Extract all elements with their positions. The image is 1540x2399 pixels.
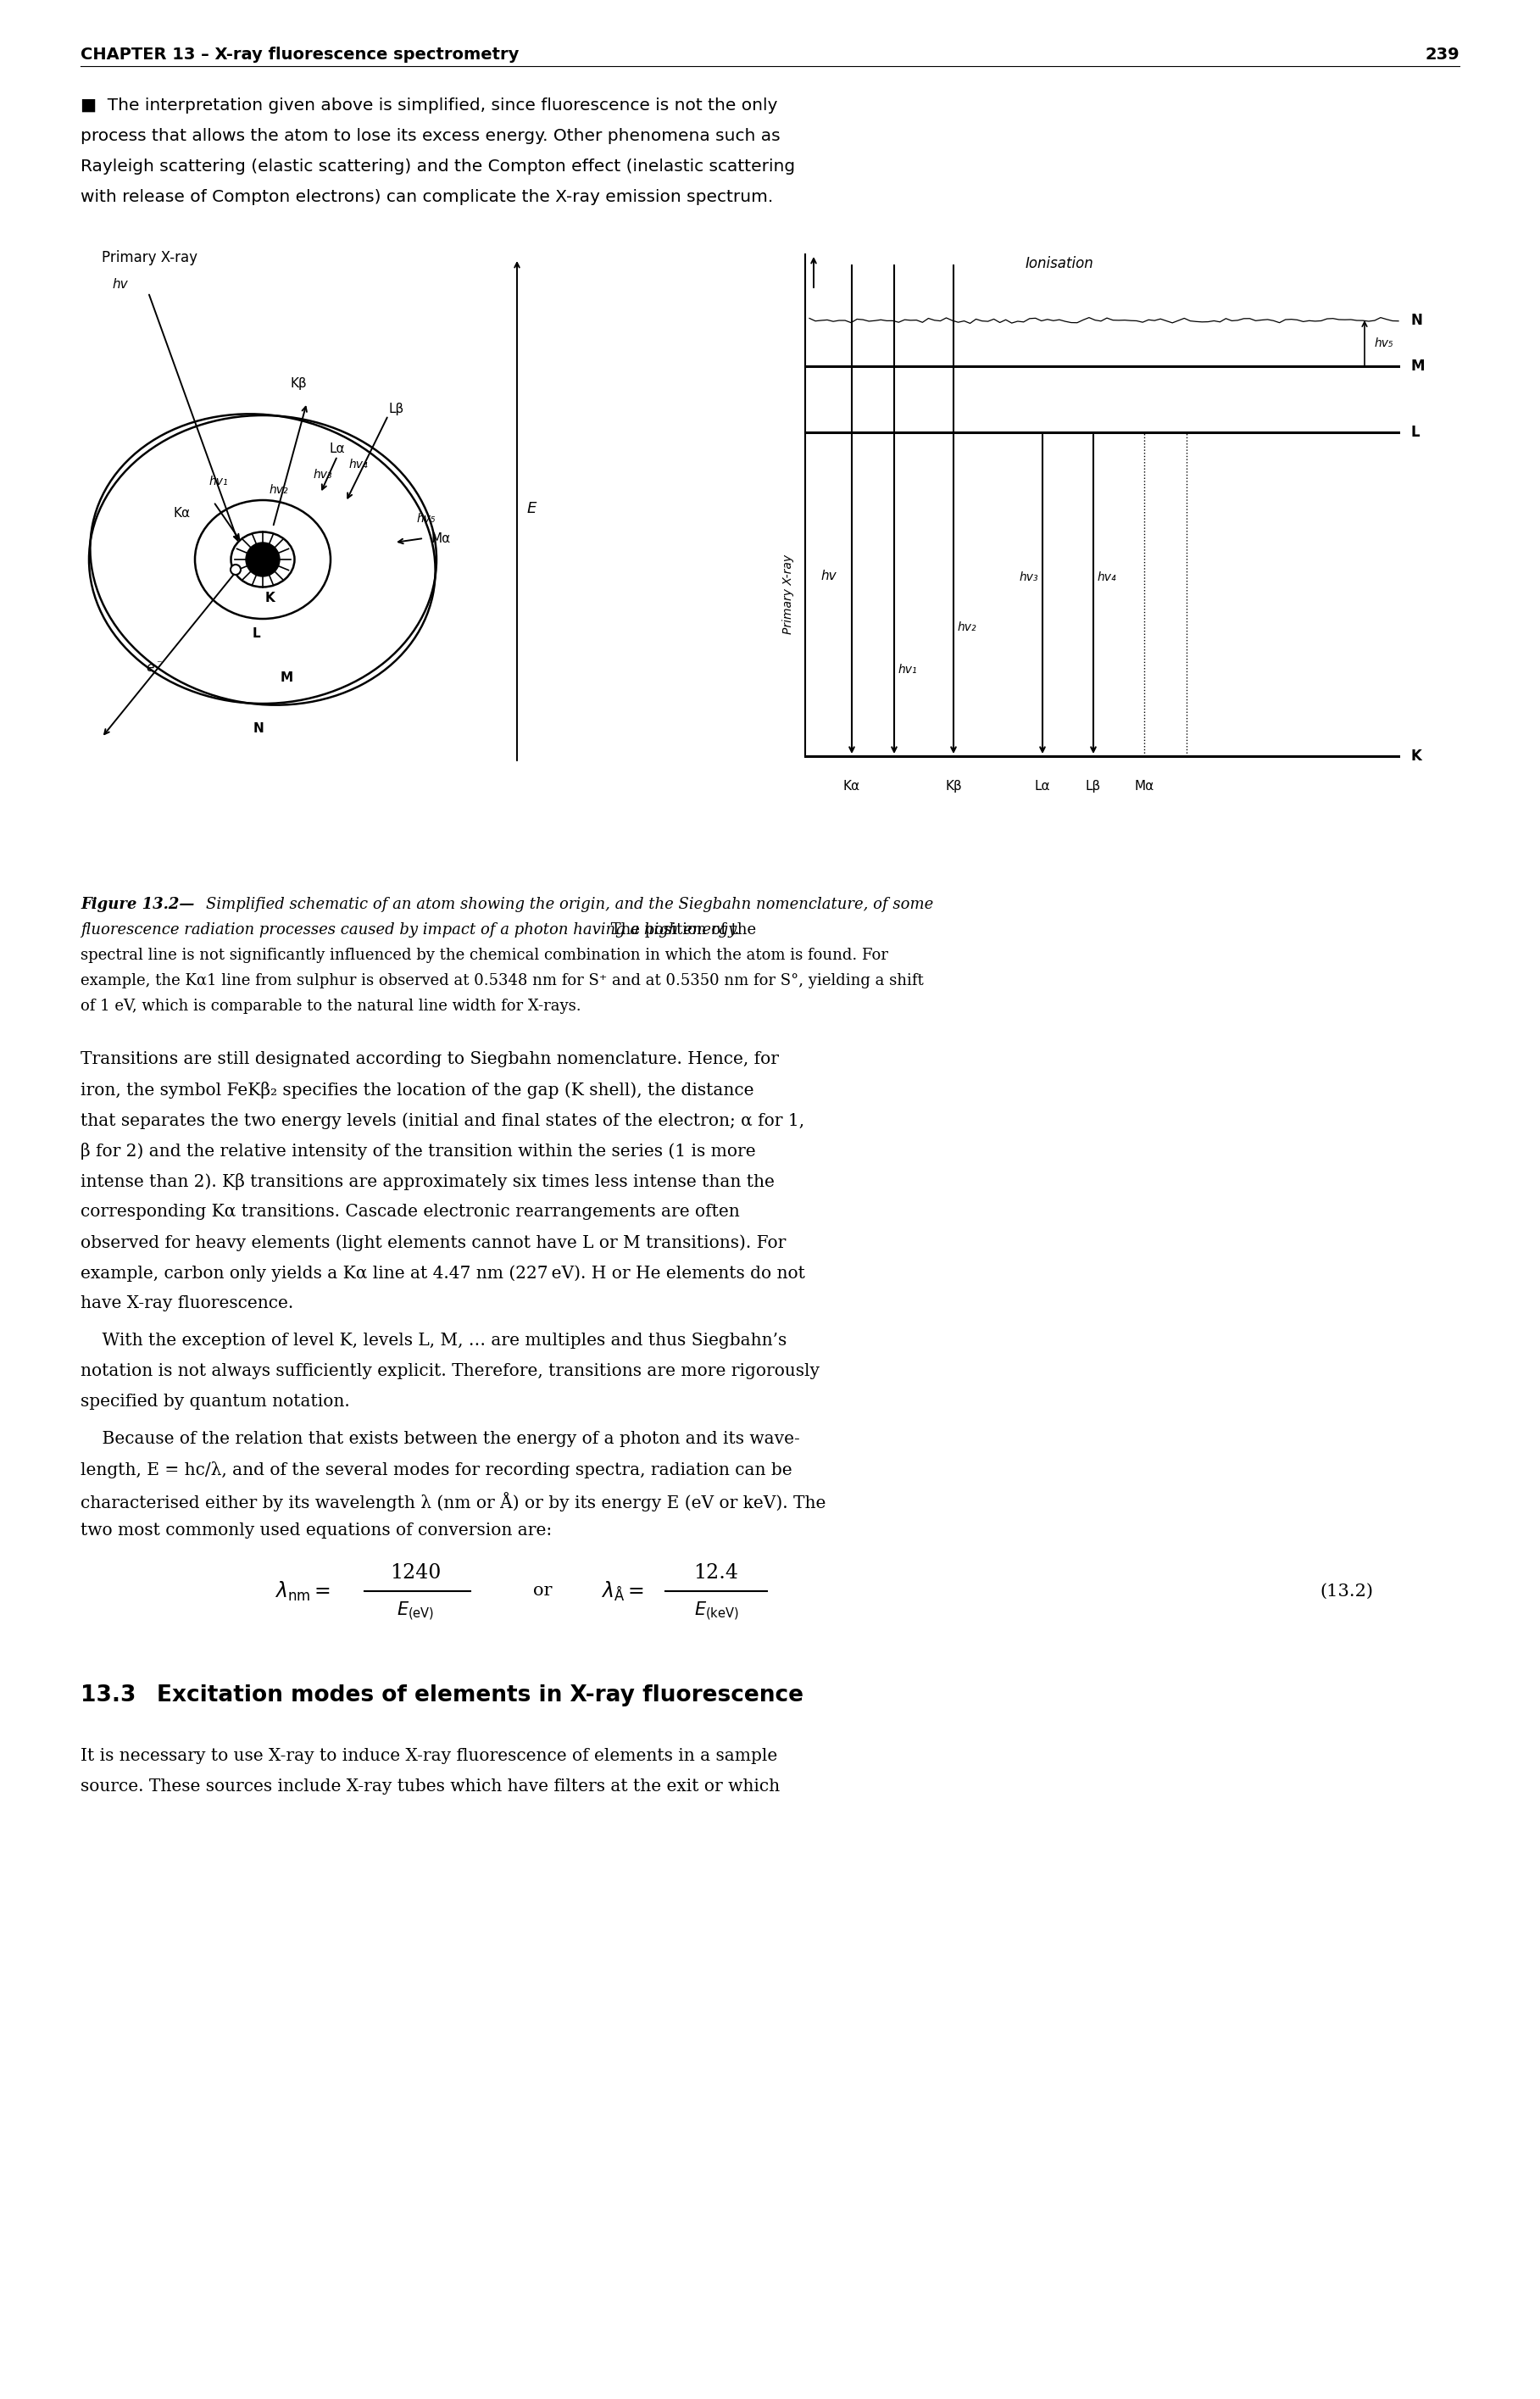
Text: iron, the symbol FeKβ₂ specifies the location of the gap (K shell), the distance: iron, the symbol FeKβ₂ specifies the loc…	[80, 1082, 755, 1099]
Text: CHAPTER 13 – X-ray fluorescence spectrometry: CHAPTER 13 – X-ray fluorescence spectrom…	[80, 46, 519, 62]
Text: Mα: Mα	[431, 533, 450, 545]
Text: hv: hv	[112, 278, 128, 290]
Text: notation is not always sufficiently explicit. Therefore, transitions are more ri: notation is not always sufficiently expl…	[80, 1363, 819, 1379]
Circle shape	[246, 542, 280, 576]
Text: $E_{(\rm eV)}$: $E_{(\rm eV)}$	[396, 1600, 434, 1622]
Text: With the exception of level K, levels L, M, … are multiples and thus Siegbahn’s: With the exception of level K, levels L,…	[80, 1331, 787, 1348]
Text: Kβ: Kβ	[946, 780, 962, 792]
Text: M: M	[1411, 357, 1425, 374]
Text: intense than 2). Kβ transitions are approximately six times less intense than th: intense than 2). Kβ transitions are appr…	[80, 1173, 775, 1190]
Text: Lα: Lα	[1035, 780, 1050, 792]
Text: ⁻: ⁻	[156, 660, 162, 669]
Text: of 1 eV, which is comparable to the natural line width for X-rays.: of 1 eV, which is comparable to the natu…	[80, 998, 581, 1015]
Text: 12.4: 12.4	[693, 1562, 739, 1583]
Text: fluorescence radiation processes caused by impact of a photon having a high ener: fluorescence radiation processes caused …	[80, 921, 739, 938]
Text: 13.3: 13.3	[80, 1684, 136, 1706]
Text: Transitions are still designated according to Siegbahn nomenclature. Hence, for: Transitions are still designated accordi…	[80, 1051, 779, 1068]
Text: L: L	[1411, 425, 1420, 439]
Text: or: or	[533, 1583, 551, 1600]
Text: observed for heavy elements (light elements cannot have L or M transitions). For: observed for heavy elements (light eleme…	[80, 1233, 785, 1250]
Text: Because of the relation that exists between the energy of a photon and its wave-: Because of the relation that exists betw…	[80, 1430, 799, 1447]
Text: Lα: Lα	[330, 444, 345, 456]
Text: example, carbon only yields a Kα line at 4.47 nm (227 eV). H or He elements do n: example, carbon only yields a Kα line at…	[80, 1264, 805, 1281]
Text: with release of Compton electrons) can complicate the X-ray emission spectrum.: with release of Compton electrons) can c…	[80, 190, 773, 206]
Text: L: L	[253, 629, 260, 641]
Text: Figure 13.2—: Figure 13.2—	[80, 897, 194, 912]
Text: Mα: Mα	[1135, 780, 1153, 792]
Text: Lβ: Lβ	[388, 403, 403, 415]
Text: hv₄: hv₄	[350, 458, 368, 470]
Text: The position of the: The position of the	[607, 921, 756, 938]
Text: hv₃: hv₃	[1019, 571, 1038, 583]
Text: Primary X-ray: Primary X-ray	[782, 554, 795, 633]
Text: Simplified schematic of an atom showing the origin, and the Siegbahn nomenclatur: Simplified schematic of an atom showing …	[206, 897, 933, 912]
Text: hv₄: hv₄	[1098, 571, 1116, 583]
Text: hv₅: hv₅	[1375, 338, 1394, 350]
Text: length, E = hc/λ, and of the several modes for recording spectra, radiation can : length, E = hc/λ, and of the several mod…	[80, 1461, 792, 1478]
Text: hv₃: hv₃	[314, 468, 333, 480]
Text: Kα: Kα	[174, 506, 191, 518]
Text: that separates the two energy levels (initial and final states of the electron; : that separates the two energy levels (in…	[80, 1113, 804, 1130]
Text: K: K	[265, 590, 274, 605]
Text: process that allows the atom to lose its excess energy. Other phenomena such as: process that allows the atom to lose its…	[80, 127, 781, 144]
Text: Lβ: Lβ	[1086, 780, 1101, 792]
Text: N: N	[253, 722, 263, 736]
Text: $E_{(\rm keV)}$: $E_{(\rm keV)}$	[695, 1600, 739, 1622]
Text: hv₂: hv₂	[958, 621, 976, 633]
Text: Ionisation: Ionisation	[1026, 257, 1093, 271]
Text: N: N	[1411, 312, 1423, 329]
Text: example, the Kα1 line from sulphur is observed at 0.5348 nm for S⁺ and at 0.5350: example, the Kα1 line from sulphur is ob…	[80, 974, 924, 988]
Text: K: K	[1411, 748, 1421, 763]
Text: hv₁: hv₁	[209, 475, 228, 487]
Text: Kα: Kα	[844, 780, 861, 792]
Text: (13.2): (13.2)	[1320, 1583, 1374, 1600]
Text: $\lambda_{\rm nm}=$: $\lambda_{\rm nm}=$	[274, 1579, 331, 1603]
Text: have X-ray fluorescence.: have X-ray fluorescence.	[80, 1295, 294, 1312]
Text: characterised either by its wavelength λ (nm or Å) or by its energy E (eV or keV: characterised either by its wavelength λ…	[80, 1492, 825, 1511]
Text: Excitation modes of elements in X-ray fluorescence: Excitation modes of elements in X-ray fl…	[157, 1684, 804, 1706]
Circle shape	[231, 564, 240, 576]
Text: Kβ: Kβ	[290, 377, 306, 389]
Text: specified by quantum notation.: specified by quantum notation.	[80, 1394, 350, 1411]
Text: β for 2) and the relative intensity of the transition within the series (1 is mo: β for 2) and the relative intensity of t…	[80, 1142, 756, 1159]
Text: Rayleigh scattering (elastic scattering) and the Compton effect (inelastic scatt: Rayleigh scattering (elastic scattering)…	[80, 158, 795, 175]
Text: hv: hv	[821, 571, 836, 583]
Text: hv₂: hv₂	[270, 485, 288, 497]
Text: e: e	[146, 662, 154, 674]
Text: M: M	[280, 672, 293, 684]
Text: spectral line is not significantly influenced by the chemical combination in whi: spectral line is not significantly influ…	[80, 948, 889, 962]
Text: 239: 239	[1425, 46, 1460, 62]
Text: corresponding Kα transitions. Cascade electronic rearrangements are often: corresponding Kα transitions. Cascade el…	[80, 1204, 739, 1219]
Text: E: E	[527, 501, 537, 516]
Text: 1240: 1240	[390, 1562, 440, 1583]
Text: ■  The interpretation given above is simplified, since fluorescence is not the o: ■ The interpretation given above is simp…	[80, 98, 778, 113]
Text: two most commonly used equations of conversion are:: two most commonly used equations of conv…	[80, 1523, 551, 1538]
Text: It is necessary to use X-ray to induce X-ray fluorescence of elements in a sampl: It is necessary to use X-ray to induce X…	[80, 1749, 778, 1763]
Text: $\lambda_{\rm \AA}=$: $\lambda_{\rm \AA}=$	[601, 1579, 644, 1603]
Text: hv₁: hv₁	[898, 665, 918, 677]
Text: hv₅: hv₅	[417, 513, 436, 525]
Text: source. These sources include X-ray tubes which have filters at the exit or whic: source. These sources include X-ray tube…	[80, 1778, 779, 1794]
Text: Primary X-ray: Primary X-ray	[102, 249, 197, 266]
